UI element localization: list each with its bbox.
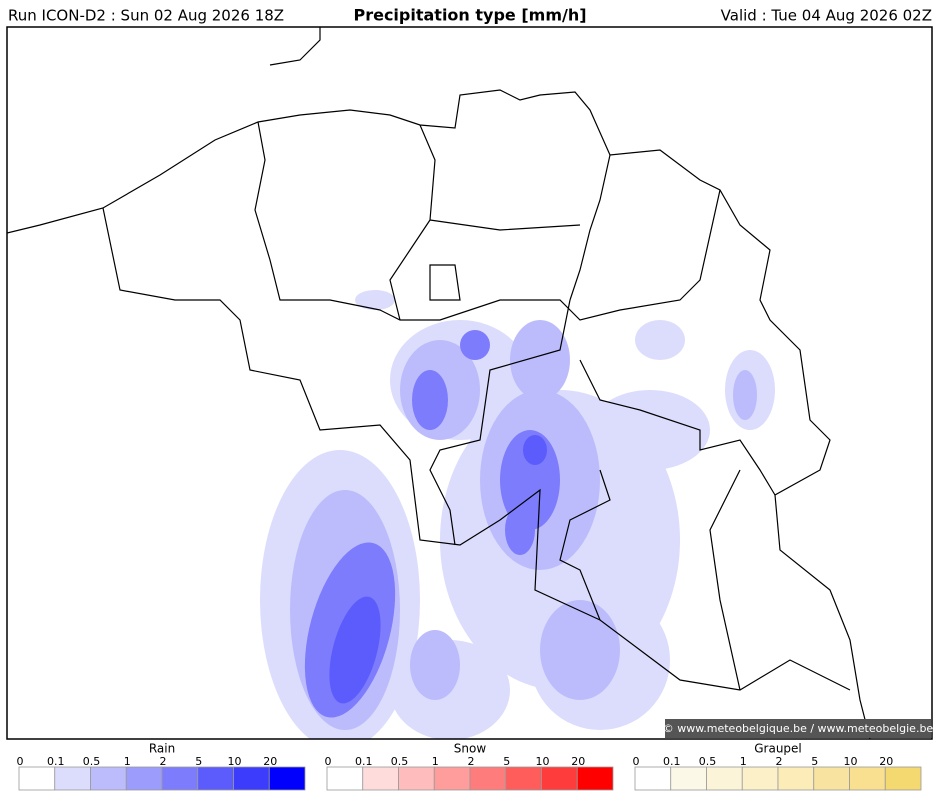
legend-tick-label: 20 — [571, 755, 585, 768]
legend-swatch — [54, 766, 91, 791]
legend-tick-label: 1 — [124, 755, 131, 768]
legend-tick-label: 10 — [844, 755, 858, 768]
legend-tick-label: 0 — [325, 755, 332, 768]
legend-swatch — [125, 766, 163, 791]
legend-tick-label: 10 — [536, 755, 550, 768]
credit-box — [665, 719, 931, 738]
legend-tick-label: 2 — [776, 755, 783, 768]
legend-swatch — [197, 766, 234, 791]
legend-swatch — [469, 766, 507, 791]
legend-title: Graupel — [754, 742, 802, 756]
legend-swatch — [161, 766, 199, 791]
legend-tick-label: 5 — [195, 755, 202, 768]
legend-tick-label: 20 — [879, 755, 893, 768]
legend-tick-label: 0.1 — [355, 755, 373, 768]
legend-swatch — [90, 766, 127, 791]
legend-swatch — [505, 766, 542, 791]
legend-swatch — [268, 766, 306, 791]
precipitation — [260, 290, 775, 739]
legend-swatch — [670, 766, 707, 791]
legend-tick-label: 2 — [160, 755, 167, 768]
legend-tick-label: 0.5 — [699, 755, 717, 768]
legend-tick-label: 0.5 — [83, 755, 101, 768]
borders — [7, 27, 871, 739]
legend-swatch — [634, 766, 672, 791]
legend-tick-label: 10 — [228, 755, 242, 768]
legend-tick-label: 0.1 — [663, 755, 681, 768]
legend-swatch — [884, 766, 922, 791]
legend-swatch — [813, 766, 850, 791]
legend-swatch — [576, 766, 614, 791]
credit: © www.meteobelgique.be / www.meteobelgie… — [663, 722, 934, 735]
legend-tick-label: 5 — [503, 755, 510, 768]
legend-swatch — [398, 766, 435, 791]
run-label: Run ICON-D2 : Sun 02 Aug 2026 18Z — [8, 7, 284, 25]
legend-swatch — [18, 766, 56, 791]
legend-swatch — [777, 766, 815, 791]
legend-swatch — [706, 766, 743, 791]
map-frame — [6, 26, 933, 740]
legend-tick-label: 1 — [740, 755, 747, 768]
legend-swatch — [849, 766, 886, 791]
legend-tick-label: 0 — [633, 755, 640, 768]
legend-tick-label: 0 — [17, 755, 24, 768]
legend-swatch — [741, 766, 779, 791]
legend-tick-label: 2 — [468, 755, 475, 768]
legend-title: Snow — [454, 742, 487, 756]
legend-swatch — [233, 766, 270, 791]
legend-swatch — [362, 766, 399, 791]
legend-tick-label: 20 — [263, 755, 277, 768]
map: © www.meteobelgique.be / www.meteobelgie… — [6, 26, 934, 740]
legend-tick-label: 1 — [432, 755, 439, 768]
legend-title: Rain — [149, 742, 175, 756]
legend-tick-label: 0.5 — [391, 755, 409, 768]
legend-tick-label: 0.1 — [47, 755, 65, 768]
legend-swatch — [326, 766, 364, 791]
valid-label: Valid : Tue 04 Aug 2026 02Z — [721, 7, 932, 25]
legend-tick-label: 5 — [811, 755, 818, 768]
legend-swatch — [433, 766, 471, 791]
legend-swatch — [541, 766, 578, 791]
title: Precipitation type [mm/h] — [353, 6, 586, 25]
